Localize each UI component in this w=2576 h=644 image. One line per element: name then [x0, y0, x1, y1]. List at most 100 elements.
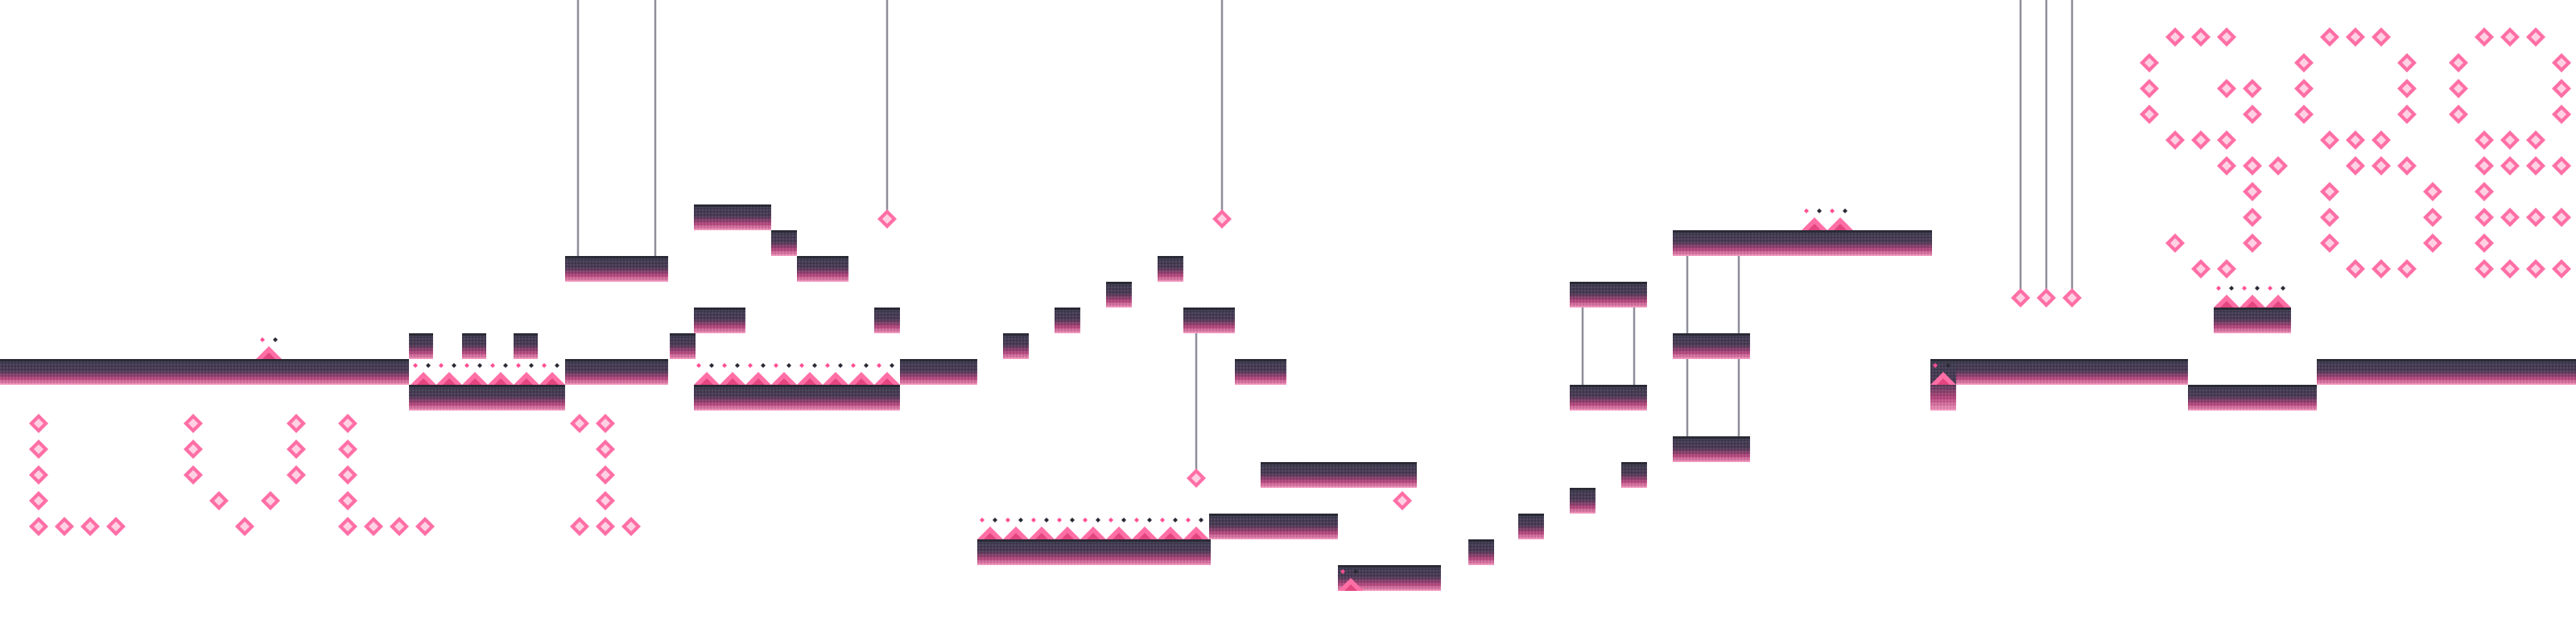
diamond-gem-icon — [2397, 105, 2417, 124]
diamond-gem-icon — [2552, 79, 2571, 98]
switch-dots-icon — [1173, 518, 1178, 522]
diamond-gem-icon — [2526, 27, 2545, 47]
platform-block — [670, 333, 696, 359]
diamond-gem-icon — [29, 414, 48, 433]
diamond-gem-icon — [2475, 130, 2494, 150]
diamond-gem-icon — [2552, 156, 2571, 175]
diamond-gem-icon — [184, 414, 203, 433]
diamond-gem-icon — [2423, 208, 2442, 227]
platform-block — [1055, 308, 1080, 333]
diamond-gem-icon — [2346, 130, 2365, 150]
platform-block — [694, 308, 745, 333]
ropes-layer — [576, 0, 2074, 475]
diamond-gem-icon — [338, 517, 357, 536]
lettering-layer — [29, 27, 2571, 536]
switch-dots-icon — [503, 363, 508, 368]
switch-dots-icon — [864, 363, 869, 368]
diamond-gem-icon — [184, 440, 203, 459]
diamond-gem-icon — [2423, 233, 2442, 253]
platforms-layer — [0, 204, 2576, 591]
platform-block — [565, 359, 668, 385]
level-label-lettering — [29, 414, 641, 536]
diamond-gem-icon — [338, 491, 357, 510]
diamond-gem-icon — [2217, 27, 2236, 47]
switch-dots-icon — [1830, 208, 1835, 213]
switch-dots-icon — [1096, 518, 1100, 522]
diamond-gem-icon — [2372, 259, 2391, 279]
switch-dots-icon — [260, 337, 265, 342]
switch-dots-icon — [1933, 363, 1938, 368]
diamond-gem-icon — [415, 517, 435, 536]
diamond-gem-icon — [2140, 53, 2159, 72]
switch-dots-icon — [1031, 518, 1036, 522]
switch-dots-icon — [529, 363, 534, 368]
switch-dots-icon — [890, 363, 894, 368]
diamond-gem-icon — [2165, 130, 2185, 150]
diamond-gem-icon — [570, 414, 589, 433]
switch-dots-icon — [1804, 208, 1809, 213]
diamond-gem-icon — [2243, 79, 2262, 98]
platform-block — [0, 359, 409, 385]
switch-dots-icon — [2242, 286, 2247, 291]
diamond-gem-icon — [184, 465, 203, 485]
platform-block — [514, 333, 538, 359]
switch-dots-icon — [1044, 518, 1049, 522]
diamond-gem-icon — [2346, 259, 2365, 279]
platform-block — [1570, 385, 1647, 411]
switch-dots-icon — [490, 363, 495, 368]
diamond-gem-icon — [2372, 130, 2391, 150]
diamond-gem-icon — [596, 440, 615, 459]
diamond-gem-icon — [287, 414, 306, 433]
diamond-gem-icon — [596, 517, 615, 536]
diamond-gem-icon — [596, 414, 615, 433]
platform-block — [1570, 282, 1647, 308]
diamond-gem-icon — [2243, 182, 2262, 201]
switch-dots-icon — [812, 363, 817, 368]
platform-block — [1183, 308, 1235, 333]
diamond-gem-icon — [2320, 208, 2339, 227]
platform-block — [874, 308, 900, 333]
diamond-gem-icon — [621, 517, 641, 536]
diamond-gem-icon — [2217, 259, 2236, 279]
platform-block — [1468, 539, 1494, 565]
platform-block — [1261, 462, 1417, 488]
diamond-gem-icon — [55, 517, 74, 536]
diamond-gem-icon — [2011, 288, 2030, 308]
diamond-gem-icon — [877, 209, 897, 229]
diamond-gem-icon — [2243, 208, 2262, 227]
diamond-gem-icon — [2526, 156, 2545, 175]
diamond-gem-icon — [2552, 53, 2571, 72]
platform-block — [409, 333, 433, 359]
diamond-gem-icon — [287, 465, 306, 485]
switch-dots-icon — [2281, 286, 2285, 291]
diamond-gem-icon — [2294, 79, 2314, 98]
diamond-gem-icon — [2526, 259, 2545, 279]
switch-dots-icon — [748, 363, 753, 368]
switch-dots-layer — [260, 208, 2285, 574]
switch-dots-icon — [1353, 569, 1358, 574]
diamond-gem-icon — [2449, 79, 2468, 98]
diamond-gem-icon — [2243, 233, 2262, 253]
platform-block — [1106, 282, 1132, 308]
diamond-gem-icon — [2294, 53, 2314, 72]
switch-dots-icon — [273, 337, 278, 342]
switch-dots-icon — [1147, 518, 1152, 522]
switch-dots-icon — [825, 363, 830, 368]
platform-block — [1003, 333, 1029, 359]
switch-dots-icon — [464, 363, 469, 368]
switch-dots-icon — [1134, 518, 1139, 522]
switch-dots-icon — [709, 363, 714, 368]
switch-dots-icon — [2255, 286, 2260, 291]
switch-dots-icon — [980, 518, 985, 522]
diamond-gem-icon — [364, 517, 383, 536]
diamond-gem-icon — [2397, 156, 2417, 175]
diamond-gem-icon — [596, 465, 615, 485]
switch-dots-icon — [452, 363, 456, 368]
diamond-gem-icon — [1187, 469, 1206, 488]
diamond-gem-icon — [2397, 53, 2417, 72]
platform-block — [2214, 308, 2291, 333]
diamond-gem-icon — [2165, 233, 2185, 253]
diamond-gem-icon — [2294, 105, 2314, 124]
diamond-gem-icon — [2217, 79, 2236, 98]
platform-block — [2317, 359, 2576, 385]
